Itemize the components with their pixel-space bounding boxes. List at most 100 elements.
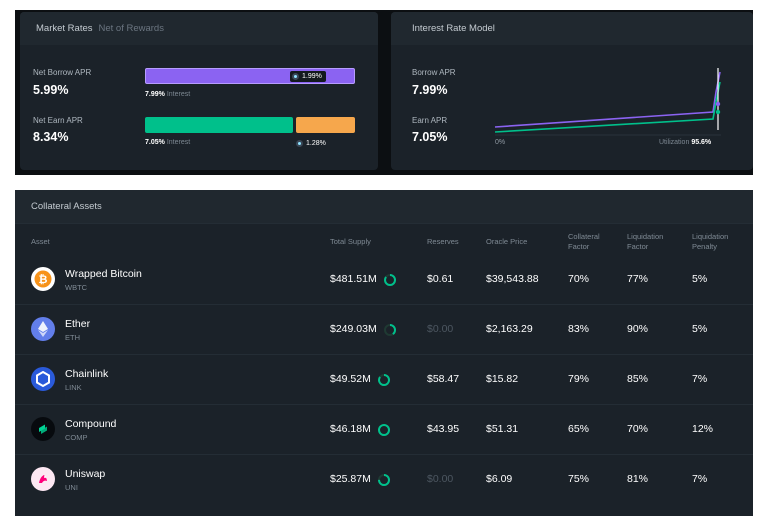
col-header-liquidation-factor: Liquidation Factor — [627, 232, 664, 251]
comp-reward-icon — [292, 73, 299, 80]
interest-model-header: Interest Rate Model — [391, 12, 753, 45]
earn-reward-pill: 1.28% — [294, 138, 330, 149]
market-rates-title: Market Rates — [36, 23, 93, 34]
net-earn-label: Net Earn APR — [33, 116, 83, 125]
collateral-title: Collateral Assets — [31, 201, 102, 212]
collateral-factor-value: 83% — [568, 323, 590, 335]
supply-ring-icon — [383, 324, 396, 336]
earn-interest-label: Interest — [166, 139, 191, 146]
oracle-price-value: $39,543.88 — [486, 273, 539, 285]
bitcoin-icon: ₿ — [31, 267, 55, 291]
asset-symbol: COMP — [65, 433, 88, 442]
interest-rate-curve — [494, 68, 721, 136]
earn-reward-bar — [296, 117, 355, 133]
total-supply-value: $249.03M — [330, 323, 377, 335]
asset-symbol: WBTC — [65, 283, 88, 292]
net-borrow-value: 5.99% — [33, 83, 69, 97]
supply-ring-icon — [377, 424, 390, 436]
asset-symbol: UNI — [65, 483, 78, 492]
row-divider — [15, 404, 753, 405]
market-rates-header: Market Rates Net of Rewards — [20, 12, 378, 45]
table-row-wbtc[interactable]: ₿ Wrapped Bitcoin WBTC $481.51M $0.61 $3… — [15, 254, 753, 304]
row-divider — [15, 354, 753, 355]
supply-ring-icon — [377, 474, 390, 486]
col-header-oracle-price: Oracle Price — [486, 237, 528, 246]
header-divider — [15, 223, 753, 224]
table-row-comp[interactable]: Compound COMP $46.18M $43.95 $51.31 65% … — [15, 404, 753, 454]
borrow-marker-dot — [715, 101, 721, 107]
asset-name: Uniswap — [65, 468, 106, 480]
oracle-price-value: $2,163.29 — [486, 323, 533, 335]
total-supply-value: $49.52M — [330, 373, 371, 385]
model-borrow-value: 7.99% — [412, 83, 448, 97]
model-borrow-label: Borrow APR — [412, 68, 456, 77]
compound-icon — [31, 417, 55, 441]
col-header-reserves: Reserves — [427, 237, 459, 246]
asset-name: Ether — [65, 318, 91, 330]
row-divider — [15, 304, 753, 305]
reserves-value: $0.00 — [427, 323, 454, 335]
reserves-value: $43.95 — [427, 423, 460, 435]
liquidation-factor-value: 85% — [627, 373, 649, 385]
table-row-uni[interactable]: Uniswap UNI $25.87M $0.00 $6.09 75% 81% … — [15, 454, 753, 504]
borrow-reward-value: 1.99% — [302, 73, 322, 80]
oracle-price-value: $15.82 — [486, 373, 519, 385]
earn-reward-value: 1.28% — [306, 140, 326, 147]
collateral-factor-value: 79% — [568, 373, 590, 385]
borrow-rate-line — [494, 71, 721, 128]
liquidation-penalty-value: 5% — [692, 273, 708, 285]
asset-name: Wrapped Bitcoin — [65, 268, 142, 280]
uniswap-icon — [31, 467, 55, 491]
net-borrow-label: Net Borrow APR — [33, 68, 92, 77]
model-earn-value: 7.05% — [412, 130, 448, 144]
asset-symbol: LINK — [65, 383, 82, 392]
borrow-interest-value: 7.99% — [145, 91, 165, 98]
borrow-interest-note: 7.99% Interest — [145, 91, 190, 98]
reserves-value: $0.61 — [427, 273, 454, 285]
collateral-factor-value: 70% — [568, 273, 590, 285]
reserves-value: $58.47 — [427, 373, 460, 385]
earn-marker-dot — [715, 109, 721, 115]
total-supply-value: $25.87M — [330, 473, 371, 485]
col-header-collateral-factor: Collateral Factor — [568, 232, 600, 251]
table-row-eth[interactable]: Ether ETH $249.03M $0.00 $2,163.29 83% 9… — [15, 304, 753, 354]
liquidation-factor-value: 70% — [627, 423, 649, 435]
col-header-liquidation-penalty: Liquidation Penalty — [692, 232, 729, 251]
row-divider — [15, 454, 753, 455]
liquidation-penalty-value: 5% — [692, 323, 708, 335]
total-supply-value: $46.18M — [330, 423, 371, 435]
svg-text:₿: ₿ — [39, 273, 48, 286]
reserves-value: $0.00 — [427, 473, 454, 485]
interest-model-title: Interest Rate Model — [412, 23, 495, 34]
col-header-total-supply: Total Supply — [330, 237, 371, 246]
utilization-readout: Utilization 95.6% — [659, 139, 711, 146]
earn-interest-note: 7.05% Interest — [145, 139, 190, 146]
earn-interest-value: 7.05% — [145, 139, 165, 146]
utilization-label: Utilization — [659, 139, 690, 146]
interest-model-panel: Interest Rate Model Borrow APR 7.99% Ear… — [391, 12, 753, 170]
utilization-value: 95.6% — [691, 139, 712, 146]
collateral-factor-value: 65% — [568, 423, 590, 435]
chainlink-icon — [31, 367, 55, 391]
liquidation-penalty-value: 12% — [692, 423, 714, 435]
oracle-price-value: $6.09 — [486, 473, 513, 485]
collateral-header: Collateral Assets — [15, 190, 753, 223]
asset-name: Chainlink — [65, 368, 109, 380]
collateral-factor-value: 75% — [568, 473, 590, 485]
model-earn-label: Earn APR — [412, 116, 448, 125]
ether-icon — [31, 317, 55, 341]
earn-interest-bar — [145, 117, 293, 133]
market-rates-panel: Market Rates Net of Rewards Net Borrow A… — [20, 12, 378, 170]
supply-ring-icon — [383, 274, 396, 286]
liquidation-penalty-value: 7% — [692, 373, 708, 385]
oracle-price-value: $51.31 — [486, 423, 519, 435]
liquidation-factor-value: 81% — [627, 473, 649, 485]
liquidation-penalty-value: 7% — [692, 473, 708, 485]
market-rates-subtitle: Net of Rewards — [98, 23, 164, 34]
model-x-start: 0% — [495, 139, 506, 146]
table-row-link[interactable]: Chainlink LINK $49.52M $58.47 $15.82 79%… — [15, 354, 753, 404]
borrow-interest-label: Interest — [166, 91, 191, 98]
collateral-panel: Collateral Assets Asset Total Supply Res… — [15, 190, 753, 516]
asset-name: Compound — [65, 418, 117, 430]
liquidation-factor-value: 77% — [627, 273, 649, 285]
